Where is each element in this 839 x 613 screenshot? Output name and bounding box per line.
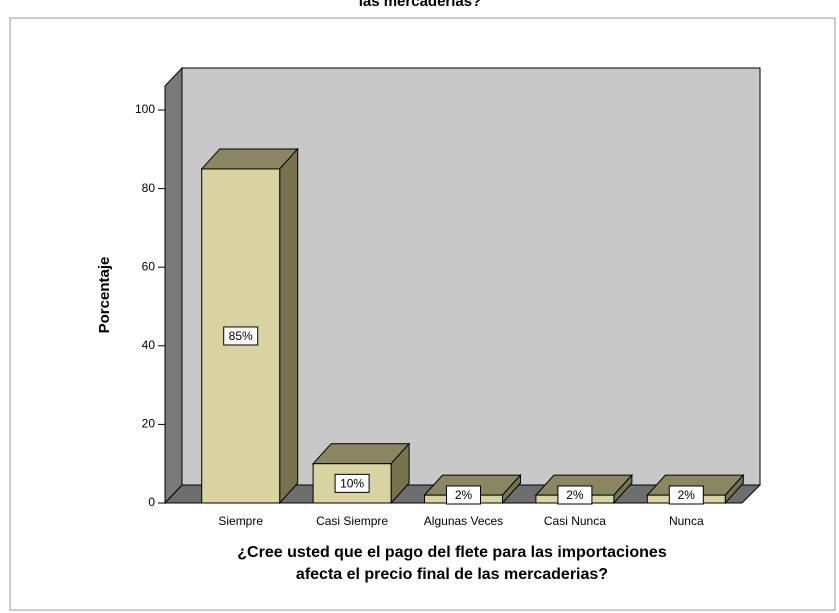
- x-tick-label: Algunas Veces: [424, 514, 503, 528]
- y-tick-label: 40: [142, 338, 156, 352]
- x-tick-label: Casi Siempre: [316, 514, 388, 528]
- x-axis-title: afecta el precio final de las mercaderia…: [296, 566, 608, 583]
- y-axis-title: Porcentaje: [96, 257, 113, 334]
- y-tick-label: 60: [142, 259, 156, 273]
- x-tick-label: Nunca: [669, 514, 704, 528]
- data-label: 2%: [566, 488, 584, 502]
- data-label: 10%: [340, 477, 364, 491]
- x-tick-label: Casi Nunca: [544, 514, 606, 528]
- y-tick-label: 100: [135, 102, 155, 116]
- label-box: [446, 485, 481, 505]
- chart-title: las mercaderias?: [359, 0, 482, 10]
- data-label: 2%: [455, 488, 473, 502]
- label-box: [334, 473, 370, 493]
- label-box: [223, 326, 259, 346]
- data-label: 85%: [229, 329, 253, 343]
- data-label: 2%: [678, 488, 696, 502]
- x-axis-title: ¿Cree usted que el pago del flete para l…: [237, 544, 667, 561]
- y-tick-label: 80: [142, 181, 156, 195]
- bar-side: [279, 147, 299, 505]
- label-box: [557, 485, 593, 505]
- y-tick-label: 0: [148, 495, 155, 509]
- side-wall: [164, 66, 183, 505]
- y-tick-label: 20: [142, 417, 156, 431]
- x-tick-label: Siempre: [218, 514, 263, 528]
- label-box: [668, 485, 704, 505]
